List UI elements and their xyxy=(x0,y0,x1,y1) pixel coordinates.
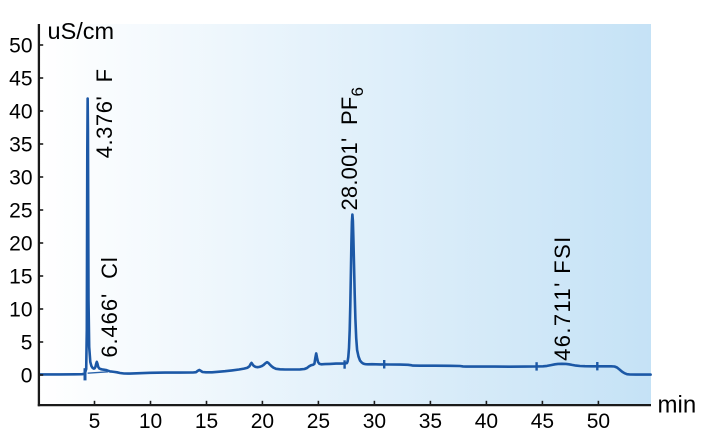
svg-text:20: 20 xyxy=(251,410,274,433)
svg-text:min: min xyxy=(658,391,697,418)
svg-text:25: 25 xyxy=(9,200,32,223)
svg-text:20: 20 xyxy=(9,233,32,256)
svg-text:6.466' Cl: 6.466' Cl xyxy=(97,256,122,357)
svg-text:46.711' FSI: 46.711' FSI xyxy=(550,235,575,361)
svg-text:35: 35 xyxy=(419,410,442,433)
svg-text:5: 5 xyxy=(89,410,101,433)
svg-text:40: 40 xyxy=(475,410,498,433)
svg-text:10: 10 xyxy=(9,299,32,322)
svg-text:0: 0 xyxy=(21,365,33,388)
svg-text:35: 35 xyxy=(9,134,32,157)
svg-text:40: 40 xyxy=(9,101,32,124)
svg-text:uS/cm: uS/cm xyxy=(48,18,115,44)
svg-text:30: 30 xyxy=(363,410,386,433)
svg-text:25: 25 xyxy=(307,410,330,433)
svg-text:5: 5 xyxy=(21,332,33,355)
svg-text:15: 15 xyxy=(195,410,218,433)
svg-text:15: 15 xyxy=(9,266,32,289)
svg-text:10: 10 xyxy=(139,410,162,433)
svg-text:50: 50 xyxy=(587,410,610,433)
svg-text:45: 45 xyxy=(9,68,32,91)
svg-text:4.376' F: 4.376' F xyxy=(92,68,117,158)
svg-text:30: 30 xyxy=(9,167,32,190)
svg-text:45: 45 xyxy=(531,410,554,433)
svg-text:50: 50 xyxy=(9,35,32,58)
